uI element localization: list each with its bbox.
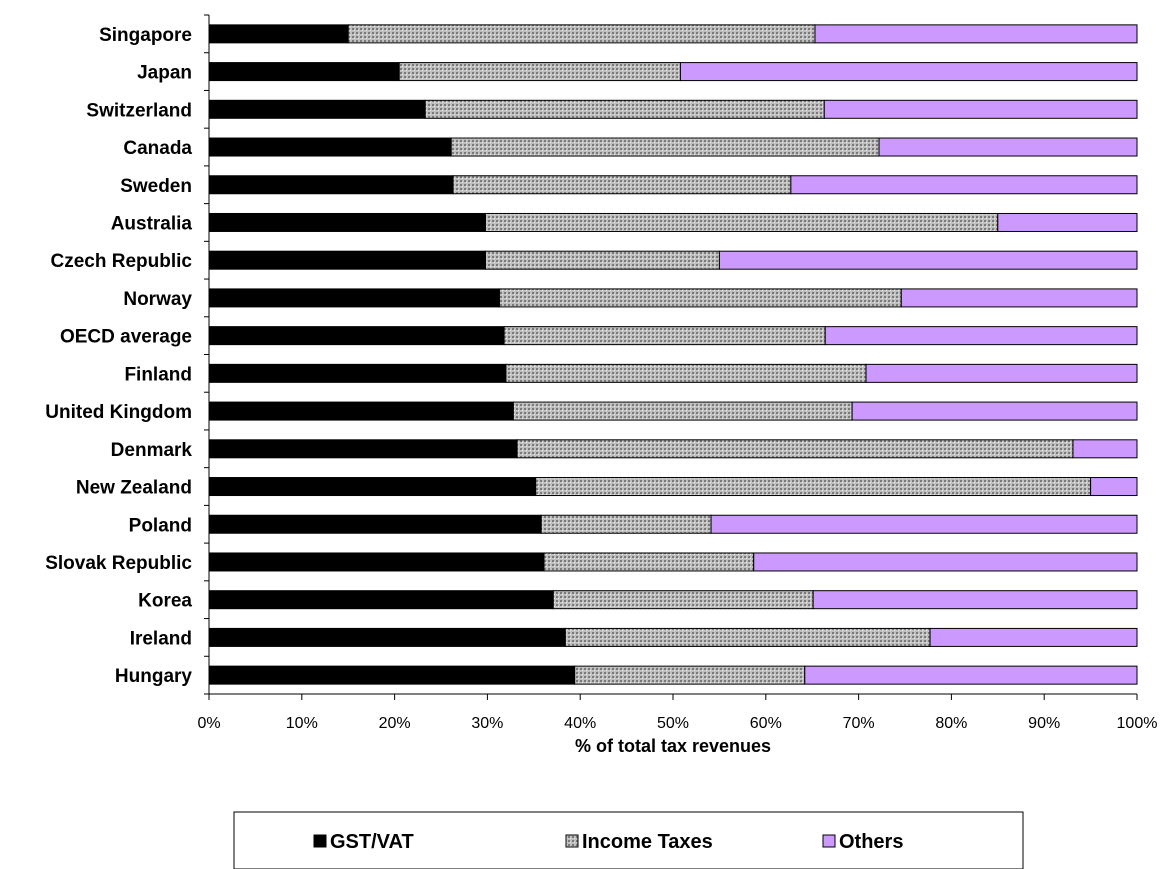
x-tick-label: 70% — [843, 715, 875, 732]
bar-segment-gst-vat — [208, 175, 454, 195]
legend-label: Income Taxes — [582, 831, 713, 853]
bar-segment-others — [1090, 477, 1138, 497]
bar-segment-gst-vat — [208, 288, 500, 308]
bar-segment-income-taxes — [540, 514, 712, 534]
legend-label: Others — [839, 831, 903, 853]
bar-segment-income-taxes — [347, 24, 816, 44]
bar-segment-income-taxes — [503, 326, 826, 346]
bar-segment-others — [753, 552, 1138, 572]
legend-swatch — [313, 834, 327, 848]
bar-segment-gst-vat — [208, 24, 349, 44]
x-tick-label: 30% — [471, 715, 503, 732]
bar-segment-others — [997, 212, 1138, 232]
bar-segment-income-taxes — [512, 401, 853, 421]
category-label: Canada — [123, 138, 192, 159]
category-label: United Kingdom — [45, 402, 192, 423]
x-tick-label: 20% — [379, 715, 411, 732]
x-tick-label: 90% — [1028, 715, 1060, 732]
category-label: Ireland — [130, 628, 192, 649]
legend: GST/VAT Income Taxes Others — [233, 811, 1024, 869]
legend-swatch — [822, 834, 836, 848]
category-label: Czech Republic — [51, 251, 193, 272]
category-label: Norway — [123, 289, 192, 310]
category-label: New Zealand — [76, 478, 192, 499]
bar-segment-gst-vat — [208, 250, 487, 270]
bar-segment-gst-vat — [208, 62, 400, 82]
category-label: Slovak Republic — [45, 553, 192, 574]
category-label: Australia — [111, 213, 193, 234]
bar-segment-others — [1072, 439, 1138, 459]
bar-segment-others — [824, 326, 1138, 346]
bar-segment-gst-vat — [208, 326, 505, 346]
legend-box — [233, 811, 1024, 869]
category-label: Japan — [137, 63, 192, 84]
bar-segment-gst-vat — [208, 99, 426, 119]
bar-segment-gst-vat — [208, 212, 487, 232]
x-tick-label: 50% — [657, 715, 689, 732]
bar-segment-others — [790, 175, 1138, 195]
x-tick-label: 40% — [564, 715, 596, 732]
bar-segment-income-taxes — [498, 288, 902, 308]
bar-segment-others — [718, 250, 1138, 270]
bar-segment-income-taxes — [574, 665, 806, 685]
bar-segment-income-taxes — [564, 627, 931, 647]
x-tick-label: 80% — [935, 715, 967, 732]
legend-swatch — [565, 834, 579, 848]
bar-segment-gst-vat — [208, 439, 518, 459]
bar-segment-others — [804, 665, 1138, 685]
y-axis: Singapore Japan Switzerland Canada Sweden Aus… — [45, 14, 210, 695]
bar-segment-gst-vat — [208, 552, 545, 572]
bar-segment-income-taxes — [398, 62, 681, 82]
bar-segment-income-taxes — [485, 212, 999, 232]
bar-segment-others — [823, 99, 1138, 119]
bar-segment-others — [814, 24, 1138, 44]
x-tick-label: 0% — [197, 715, 220, 732]
bar-segment-gst-vat — [208, 514, 542, 534]
category-label: Hungary — [115, 666, 193, 687]
category-label: Poland — [129, 515, 192, 536]
category-label: Sweden — [120, 176, 192, 197]
x-tick-label: 10% — [286, 715, 318, 732]
bar-segment-income-taxes — [535, 477, 1092, 497]
bar-segment-gst-vat — [208, 627, 566, 647]
bar-segment-others — [812, 590, 1138, 610]
bar-segment-gst-vat — [208, 137, 452, 157]
bar-segment-income-taxes — [450, 137, 880, 157]
category-label: Singapore — [99, 25, 192, 46]
bar-segment-gst-vat — [208, 590, 554, 610]
bar-segment-income-taxes — [505, 363, 867, 383]
bar-segment-others — [851, 401, 1138, 421]
x-tick-label: 60% — [750, 715, 782, 732]
bar-segment-others — [679, 62, 1138, 82]
category-label: OECD average — [60, 327, 192, 348]
bar-segment-income-taxes — [424, 99, 825, 119]
bar-segment-gst-vat — [208, 665, 576, 685]
bar-segment-gst-vat — [208, 363, 507, 383]
bar-segment-income-taxes — [452, 175, 792, 195]
x-axis: 0% 10% 20% 30% 40% 50% 60% 70% 80% 90% 100% — [197, 693, 1158, 732]
bar-segment-others — [865, 363, 1138, 383]
bars-group — [208, 24, 1138, 685]
bar-segment-income-taxes — [543, 552, 755, 572]
bar-segment-income-taxes — [485, 250, 720, 270]
x-tick-label: 100% — [1117, 715, 1158, 732]
bar-segment-gst-vat — [208, 477, 537, 497]
bar-segment-gst-vat — [208, 401, 514, 421]
bar-segment-income-taxes — [552, 590, 814, 610]
legend-label: GST/VAT — [330, 831, 414, 853]
bar-segment-others — [878, 137, 1138, 157]
category-label: Switzerland — [86, 100, 192, 121]
category-label: Korea — [138, 591, 192, 612]
category-label: Denmark — [111, 440, 193, 461]
x-axis-title: % of total tax revenues — [575, 736, 771, 756]
bar-segment-others — [710, 514, 1138, 534]
bar-segment-income-taxes — [516, 439, 1074, 459]
bar-segment-others — [900, 288, 1138, 308]
bar-segment-others — [929, 627, 1138, 647]
category-label: Finland — [124, 364, 192, 385]
